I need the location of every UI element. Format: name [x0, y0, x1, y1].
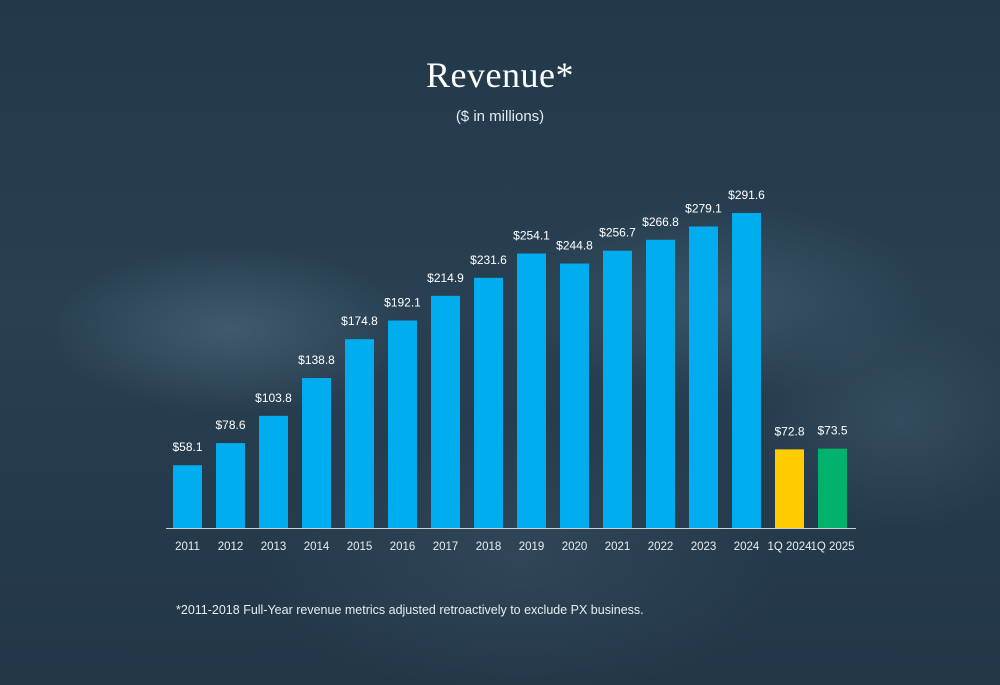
bar [388, 320, 417, 528]
bar [216, 443, 245, 528]
x-tick-label: 2019 [519, 541, 545, 553]
bar [474, 277, 503, 528]
x-tick-label: 2013 [261, 541, 287, 553]
data-label: $138.8 [298, 353, 335, 367]
data-label: $58.1 [172, 440, 202, 454]
bar [431, 295, 460, 528]
data-label: $254.1 [513, 229, 550, 243]
bar [818, 448, 847, 528]
x-tick-label: 2018 [476, 541, 502, 553]
x-tick-label: 2021 [605, 541, 631, 553]
bar [646, 239, 675, 528]
bar [603, 250, 632, 528]
data-label: $231.6 [470, 253, 507, 267]
x-tick-label: 2014 [304, 541, 330, 553]
chart-footnote: *2011-2018 Full-Year revenue metrics adj… [176, 603, 644, 617]
chart-title: Revenue* [426, 55, 574, 95]
bar [732, 213, 761, 528]
x-tick-label: 2015 [347, 541, 373, 553]
data-label: $291.6 [728, 188, 765, 202]
x-tick-label: 1Q 2024 [767, 541, 812, 553]
x-tick-label: 2024 [734, 541, 760, 553]
data-label: $72.8 [774, 424, 804, 438]
data-label: $192.1 [384, 295, 421, 309]
x-tick-label: 2011 [175, 541, 200, 553]
x-tick-label: 2020 [562, 541, 588, 553]
data-label: $214.9 [427, 271, 464, 285]
bar [259, 415, 288, 528]
data-label: $266.8 [642, 215, 679, 229]
bar [345, 339, 374, 528]
data-label: $256.7 [599, 226, 636, 240]
bar [689, 226, 718, 528]
bar [173, 465, 202, 528]
x-tick-label: 2017 [433, 541, 459, 553]
x-tick-label: 2023 [691, 541, 717, 553]
x-tick-label: 2022 [648, 541, 674, 553]
x-tick-label: 1Q 2025 [810, 541, 854, 553]
data-label: $103.8 [255, 391, 292, 405]
bar [517, 253, 546, 528]
data-label: $174.8 [341, 314, 378, 328]
bar [775, 449, 804, 528]
chart-subtitle: ($ in millions) [455, 108, 545, 125]
bar [560, 263, 589, 528]
data-label: $73.5 [817, 424, 847, 438]
x-tick-label: 2016 [390, 541, 416, 553]
data-label: $279.1 [685, 202, 722, 216]
data-label: $244.8 [556, 239, 593, 253]
bar [302, 378, 331, 528]
data-label: $78.6 [215, 418, 245, 432]
x-tick-label: 2012 [218, 541, 244, 553]
